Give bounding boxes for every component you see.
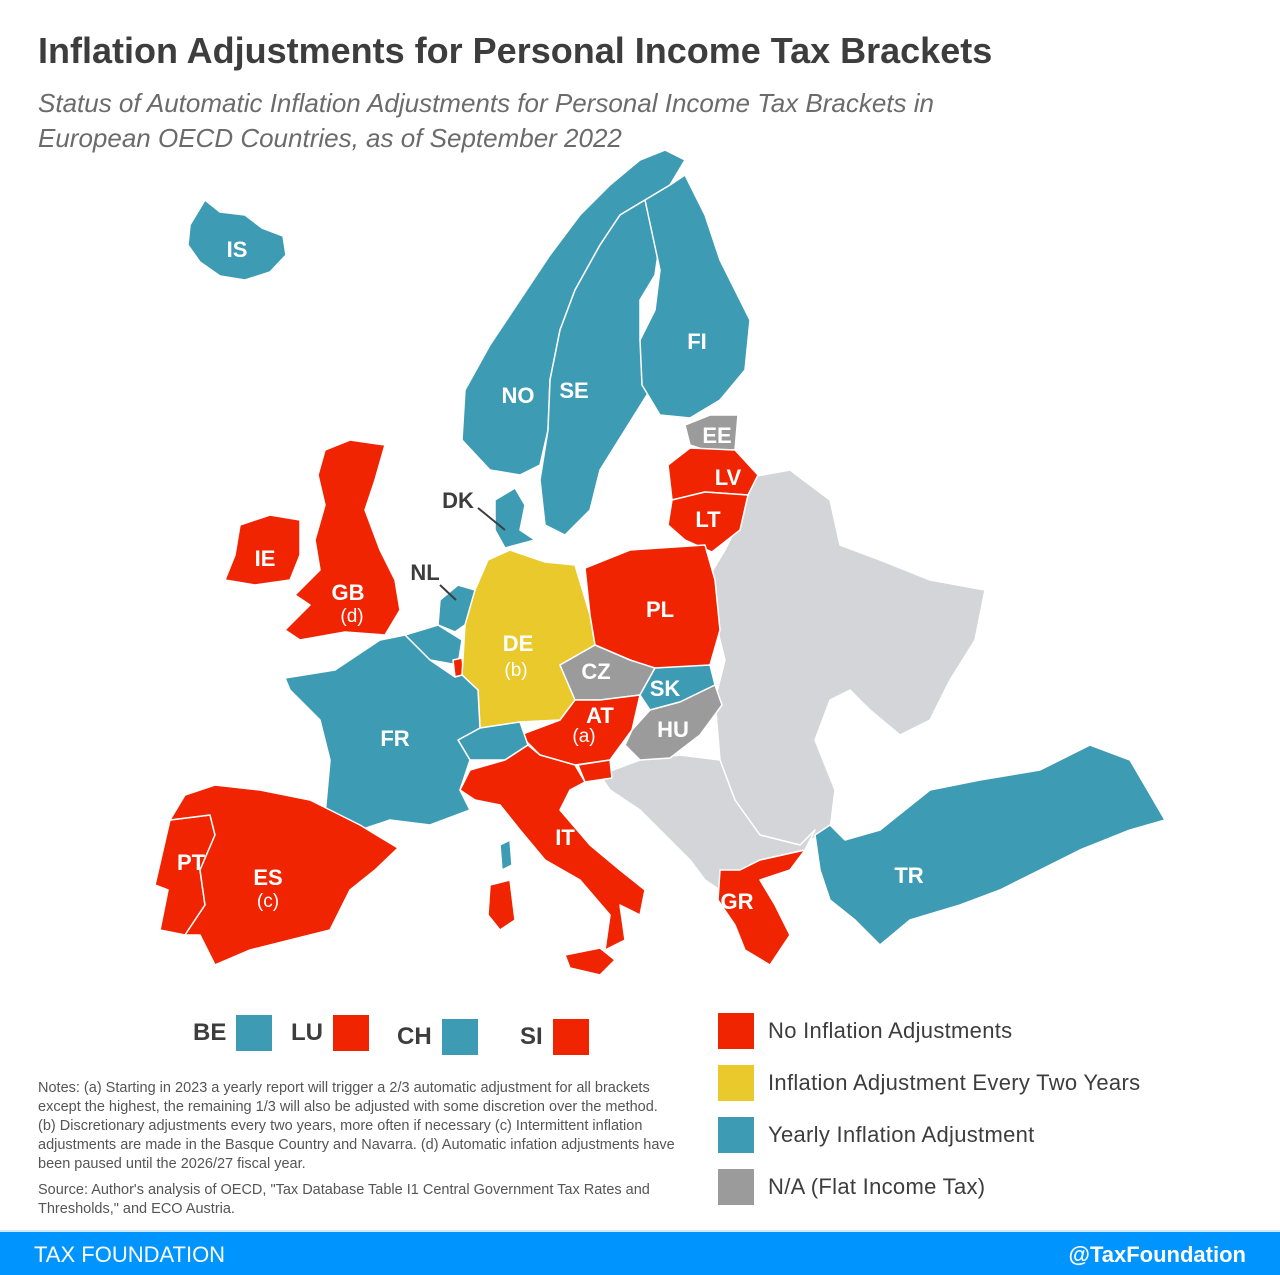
label-IT: IT — [555, 825, 575, 850]
small-country-SI: SI — [520, 1019, 589, 1055]
country-GR[interactable] — [717, 849, 806, 966]
small-country-label: CH — [397, 1023, 432, 1050]
label-LV: LV — [715, 465, 742, 490]
label-SK: SK — [650, 676, 681, 701]
legend-label: Inflation Adjustment Every Two Years — [768, 1070, 1141, 1095]
label-DE: DE — [503, 631, 534, 656]
nl-leader-line — [439, 584, 457, 601]
note-AT: (a) — [572, 726, 595, 747]
small-country-CH: CH — [397, 1019, 478, 1055]
country-FR[interactable] — [284, 634, 481, 831]
small-country-label: LU — [291, 1019, 323, 1046]
label-GB: GB — [332, 580, 365, 605]
note-DE: (b) — [504, 660, 527, 681]
label-IS: IS — [227, 237, 248, 262]
label-FR: FR — [380, 726, 409, 751]
small-country-BE: BE — [193, 1015, 273, 1051]
legend-label: N/A (Flat Income Tax) — [768, 1174, 986, 1199]
label-CZ: CZ — [581, 659, 610, 684]
label-AT: AT — [586, 703, 614, 728]
country-SE[interactable] — [539, 199, 661, 536]
small-country-swatch — [236, 1015, 273, 1051]
note-ES: (c) — [257, 891, 279, 912]
dk-leader-line — [477, 507, 506, 531]
legend-swatch — [718, 1117, 754, 1153]
country-GB[interactable] — [284, 439, 401, 641]
label-FI: FI — [687, 329, 707, 354]
country-FI[interactable] — [639, 174, 751, 419]
legend-item-flat: N/A (Flat Income Tax) — [718, 1161, 1140, 1213]
label-DK: DK — [442, 488, 474, 513]
label-HU: HU — [657, 717, 689, 742]
note-GB: (d) — [340, 606, 363, 627]
country-IS[interactable] — [187, 199, 287, 281]
label-SE: SE — [559, 378, 588, 403]
legend-label: Yearly Inflation Adjustment — [768, 1122, 1035, 1147]
small-country-swatch — [552, 1019, 589, 1055]
notes: Notes: (a) Starting in 2023 a yearly rep… — [38, 1080, 675, 1172]
small-country-label: SI — [520, 1023, 543, 1050]
label-IE: IE — [255, 546, 276, 571]
label-NO: NO — [502, 383, 535, 408]
legend-item-two-years: Inflation Adjustment Every Two Years — [718, 1057, 1140, 1109]
label-EE: EE — [702, 423, 731, 448]
label-NL: NL — [410, 560, 439, 585]
page-title: Inflation Adjustments for Personal Incom… — [38, 30, 993, 71]
country-DK[interactable] — [494, 487, 536, 549]
legend-swatch — [718, 1013, 754, 1049]
country-IT-sicily[interactable] — [564, 947, 616, 976]
legend-item-none: No Inflation Adjustments — [718, 1005, 1140, 1057]
country-LT[interactable] — [667, 491, 749, 553]
small-country-LU: LU — [291, 1015, 369, 1051]
region-non-oecd-east — [709, 469, 986, 846]
subtitle: Status of Automatic Inflation Adjustment… — [38, 88, 934, 153]
country-FR-corsica[interactable] — [499, 839, 513, 871]
small-country-swatch — [441, 1019, 478, 1055]
label-GR: GR — [721, 889, 754, 914]
small-country-label: BE — [193, 1019, 227, 1046]
footer-brand: TAX FOUNDATION — [34, 1242, 226, 1267]
label-TR: TR — [894, 863, 923, 888]
footer: TAX FOUNDATION @TaxFoundation — [0, 1230, 1280, 1275]
label-LT: LT — [695, 507, 721, 532]
legend: No Inflation Adjustments Inflation Adjus… — [718, 1005, 1140, 1213]
country-TR[interactable] — [814, 744, 1166, 946]
legend-swatch — [718, 1065, 754, 1101]
country-IE[interactable] — [224, 514, 301, 586]
country-HU[interactable] — [624, 684, 723, 761]
country-SI[interactable] — [577, 759, 613, 783]
europe-map: IS NO SE FI EE LV LT DK IE GB (d) NL DE … — [154, 149, 1166, 976]
country-labels: IS NO SE FI EE LV LT DK IE GB (d) NL DE … — [177, 237, 924, 914]
small-country-swatch — [333, 1015, 369, 1051]
footer-handle[interactable]: @TaxFoundation — [1068, 1242, 1246, 1267]
country-IT-sardinia[interactable] — [487, 879, 516, 931]
legend-swatch — [718, 1169, 754, 1205]
label-PT: PT — [177, 850, 206, 875]
label-PL: PL — [646, 597, 674, 622]
country-IT[interactable] — [459, 744, 646, 951]
source: Source: Author's analysis of OECD, "Tax … — [38, 1182, 650, 1217]
country-ES[interactable] — [169, 784, 399, 966]
legend-item-yearly: Yearly Inflation Adjustment — [718, 1109, 1140, 1161]
legend-label: No Inflation Adjustments — [768, 1018, 1013, 1043]
label-ES: ES — [253, 865, 282, 890]
